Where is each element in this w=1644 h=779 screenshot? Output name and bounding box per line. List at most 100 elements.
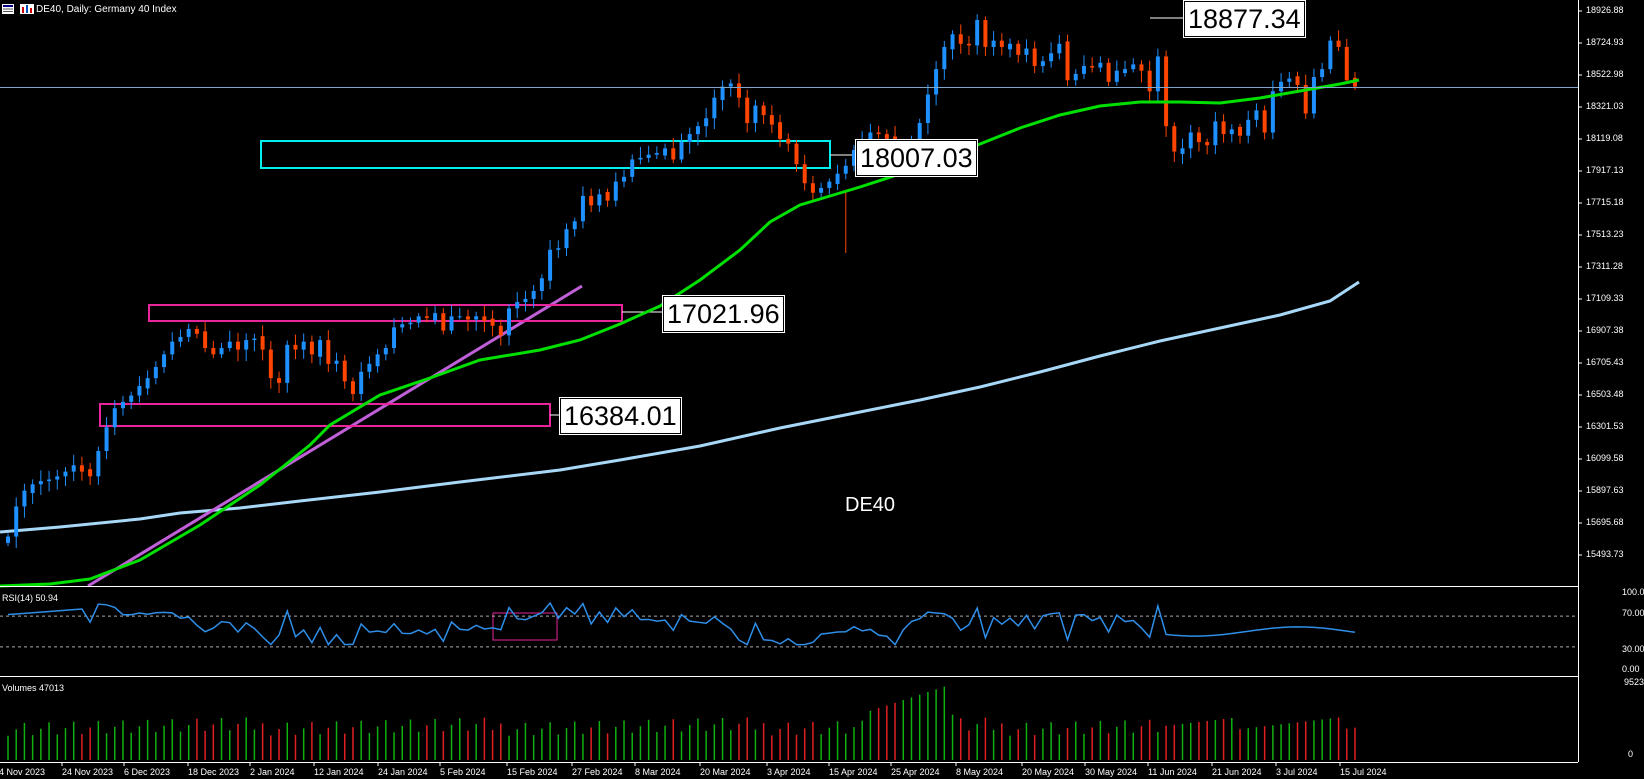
candle-body: [498, 325, 503, 336]
candle: [1164, 50, 1169, 137]
time-tick-label: 27 Feb 2024: [572, 767, 623, 777]
candle-body: [999, 40, 1004, 47]
candle-body: [400, 324, 405, 328]
candle: [1040, 56, 1045, 73]
candle: [457, 307, 462, 320]
candle: [1155, 48, 1160, 103]
candle-body: [211, 348, 216, 355]
candle-body: [194, 329, 199, 334]
time-tick-label: 14 Nov 2023: [0, 767, 46, 777]
time-tick-label: 20 Mar 2024: [700, 767, 751, 777]
candle-body: [1065, 41, 1070, 81]
candle-body: [1213, 121, 1218, 146]
candle-body: [761, 105, 766, 116]
candle-body: [1320, 69, 1325, 78]
candle: [416, 313, 421, 328]
candle: [646, 145, 651, 163]
candle-body: [556, 248, 561, 250]
candle-body: [991, 40, 996, 47]
candle: [235, 332, 240, 362]
candle-body: [1328, 40, 1333, 70]
candle-body: [1131, 64, 1136, 70]
candle-body: [129, 395, 134, 402]
candle: [736, 73, 741, 108]
candle: [1270, 80, 1275, 140]
candle-body: [515, 302, 520, 309]
candle-body: [1040, 61, 1045, 66]
price-tick-label: 16907.38: [1586, 325, 1624, 335]
candle-body: [753, 105, 758, 124]
candle: [925, 84, 930, 135]
candle-body: [572, 221, 577, 230]
candle: [1344, 38, 1349, 85]
candle: [597, 188, 602, 212]
candle-body: [827, 181, 832, 188]
candle-body: [14, 506, 19, 537]
price-tick-label: 17109.33: [1586, 293, 1624, 303]
candle: [507, 304, 512, 346]
candle-body: [580, 195, 585, 222]
candle: [433, 306, 438, 325]
level-label-18007: 18007.03: [855, 139, 978, 177]
candle: [654, 146, 659, 159]
candle: [392, 318, 397, 354]
candle-body: [1049, 53, 1054, 62]
candle-body: [1196, 132, 1201, 143]
candle: [622, 169, 627, 188]
candle: [1057, 34, 1062, 60]
candle-body: [884, 134, 889, 139]
candle-body: [531, 290, 536, 299]
time-tick-label: 21 Jun 2024: [1212, 767, 1262, 777]
candle: [966, 36, 971, 56]
candle-body: [334, 360, 339, 364]
candle-body: [1238, 126, 1243, 136]
candle: [408, 317, 413, 330]
time-tick-label: 8 May 2024: [956, 767, 1004, 777]
candle: [991, 31, 996, 56]
price-tick-label: 16503.48: [1586, 389, 1624, 399]
candle-body: [1172, 126, 1177, 152]
price-tick-label: 16099.58: [1586, 453, 1624, 463]
candle-body: [71, 465, 76, 472]
candle: [827, 178, 832, 195]
candle-body: [1081, 65, 1086, 74]
candle: [1024, 39, 1029, 63]
candle-body: [687, 134, 692, 143]
candle-body: [1098, 62, 1103, 68]
bars-chart-icon: [20, 4, 34, 14]
candle: [1246, 110, 1251, 144]
candle-body: [490, 318, 495, 326]
candle: [753, 99, 758, 133]
candle-body: [917, 123, 922, 143]
candle-body: [457, 316, 462, 318]
candle-body: [654, 153, 659, 155]
candle: [424, 307, 429, 323]
candle: [835, 164, 840, 191]
zone-17021: [148, 304, 623, 322]
candle-body: [1123, 69, 1128, 74]
candle: [145, 370, 150, 395]
candle-body: [47, 479, 52, 482]
candle: [950, 30, 955, 60]
candle-body: [983, 20, 988, 47]
candle: [211, 340, 216, 359]
time-tick-label: 12 Jan 2024: [314, 767, 364, 777]
candle-body: [843, 165, 848, 174]
candle-body: [244, 340, 249, 350]
candle: [1016, 40, 1021, 63]
candle: [1336, 30, 1341, 52]
zone-16384: [99, 403, 551, 427]
candle: [260, 325, 265, 361]
candle-body: [268, 349, 273, 379]
level-label-16384: 16384.01: [559, 397, 682, 435]
candle: [38, 470, 43, 495]
candle-body: [252, 338, 257, 341]
candle: [359, 362, 364, 401]
candle: [720, 80, 725, 111]
candle-body: [1336, 40, 1341, 47]
candle: [1049, 42, 1054, 68]
time-tick-label: 24 Nov 2023: [62, 767, 114, 777]
candle: [786, 133, 791, 152]
candle: [531, 284, 536, 308]
candle-body: [769, 115, 774, 125]
